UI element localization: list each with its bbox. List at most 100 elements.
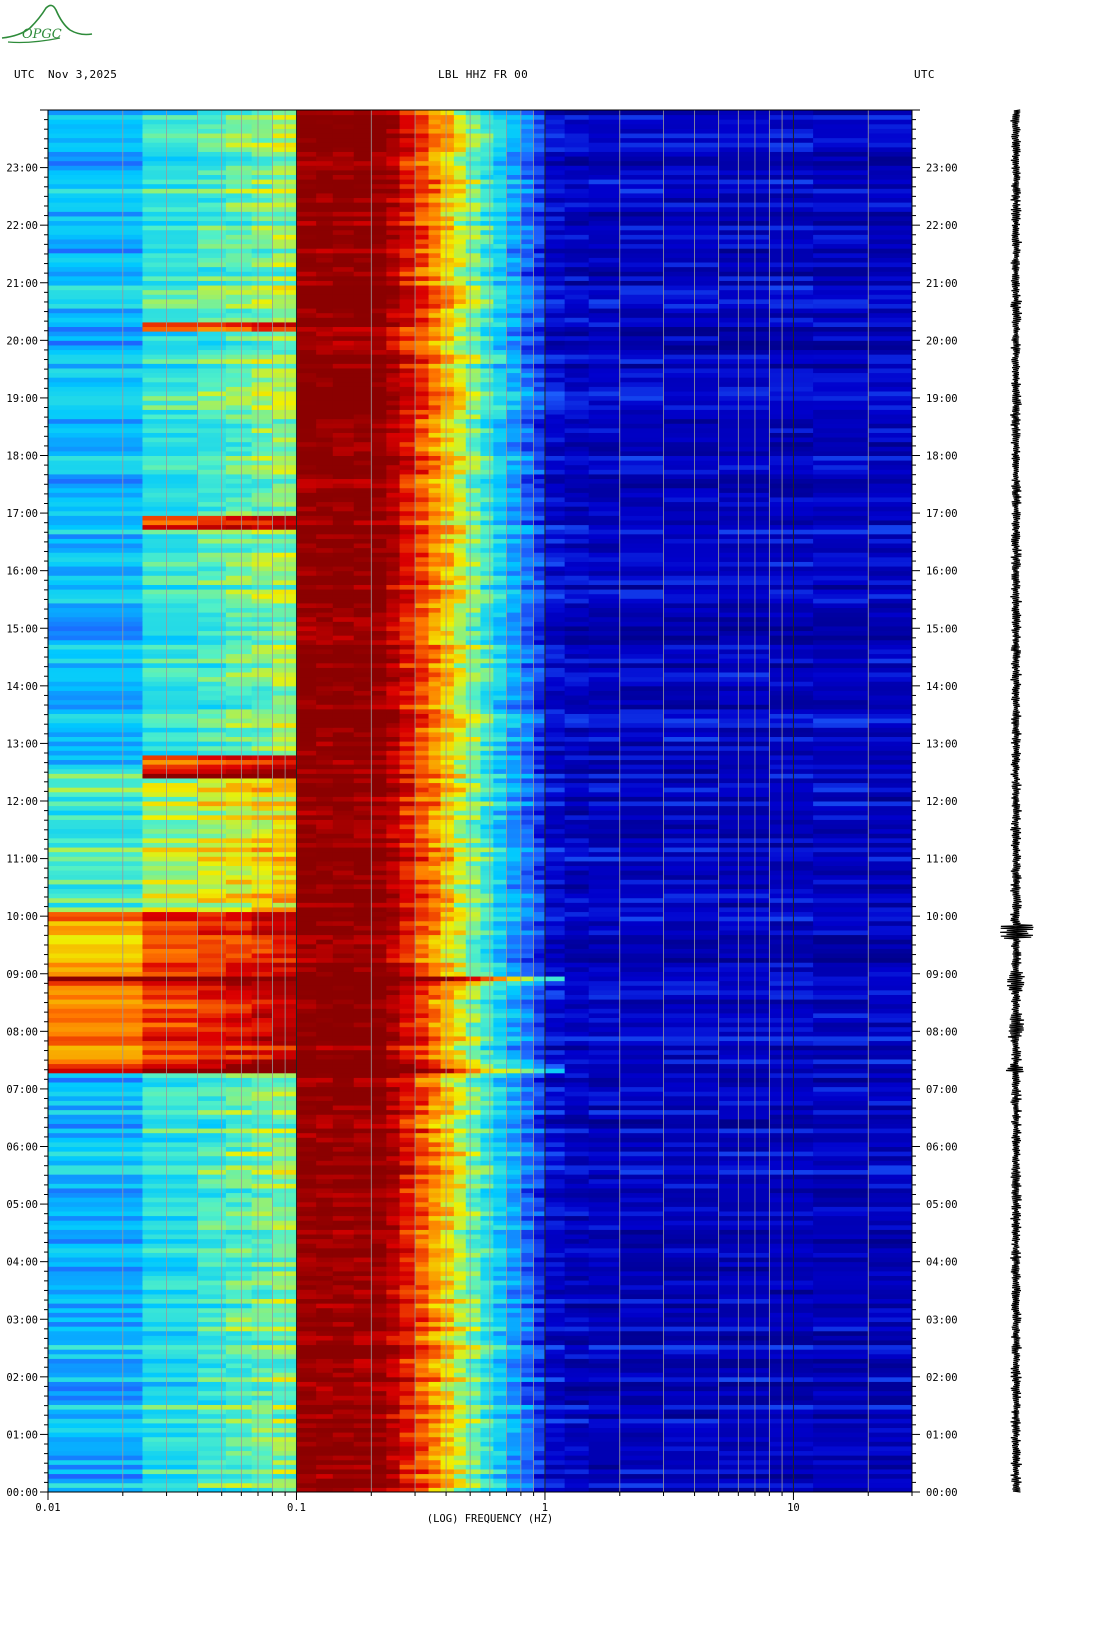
heatmap-cell	[480, 1367, 494, 1373]
heatmap-cell	[316, 934, 334, 940]
heatmap-cell	[663, 971, 720, 977]
heatmap-cell	[296, 1210, 317, 1217]
heatmap-cell	[619, 1206, 665, 1212]
heatmap-cell	[718, 1215, 770, 1221]
heatmap-cell	[480, 1238, 494, 1244]
heatmap-cell	[718, 1445, 770, 1452]
heatmap-cell	[588, 1312, 621, 1318]
heatmap-cell	[663, 1312, 720, 1318]
heatmap-cell	[272, 1335, 297, 1341]
heatmap-cell	[588, 1012, 621, 1019]
heatmap-cell	[544, 1210, 566, 1217]
heatmap-cell	[142, 1372, 199, 1378]
heatmap-cell	[588, 1344, 621, 1350]
heatmap-cell	[564, 994, 590, 1000]
heatmap-cell	[520, 1077, 535, 1083]
heatmap-cell	[564, 976, 590, 982]
heatmap-cell	[493, 1413, 507, 1419]
heatmap-cell	[225, 1478, 253, 1484]
heatmap-cell	[428, 1344, 442, 1350]
heatmap-cell	[272, 870, 297, 876]
heatmap-cell	[272, 1238, 297, 1244]
heatmap-cell	[533, 1436, 546, 1442]
heatmap-cell	[520, 943, 535, 949]
heatmap-cell	[142, 1275, 199, 1281]
heatmap-cell	[718, 962, 770, 968]
heatmap-cell	[718, 971, 770, 977]
heatmap-cell	[813, 856, 869, 862]
heatmap-cell	[197, 782, 227, 788]
heatmap-cell	[506, 1450, 522, 1456]
heatmap-cell	[142, 810, 199, 816]
heatmap-cell	[533, 1169, 546, 1175]
heatmap-cell	[868, 1441, 913, 1447]
heatmap-cell	[440, 1022, 455, 1028]
heatmap-cell	[769, 1022, 814, 1028]
heatmap-cell	[371, 1473, 387, 1479]
heatmap-cell	[506, 1413, 522, 1419]
heatmap-cell	[399, 833, 416, 839]
heatmap-cell	[251, 1077, 273, 1083]
heatmap-cell	[48, 1404, 143, 1410]
heatmap-cell	[564, 856, 590, 862]
heatmap-cell	[588, 1353, 621, 1359]
heatmap-cell	[533, 934, 546, 940]
heatmap-cell	[868, 1118, 913, 1124]
heatmap-cell	[399, 1174, 416, 1180]
heatmap-cell	[663, 1266, 720, 1272]
heatmap-cell	[415, 1155, 430, 1161]
heatmap-cell	[663, 1307, 720, 1313]
heatmap-cell	[332, 773, 355, 779]
heatmap-cell	[251, 1035, 273, 1042]
heatmap-cell	[225, 1289, 253, 1295]
heatmap-cell	[533, 842, 546, 848]
heatmap-cell	[48, 893, 143, 899]
heatmap-cell	[769, 1270, 814, 1276]
heatmap-cell	[564, 1040, 590, 1046]
heatmap-cell	[520, 851, 535, 857]
heatmap-cell	[316, 1146, 334, 1152]
heatmap-cell	[453, 1215, 467, 1221]
heatmap-cell	[868, 791, 913, 797]
heatmap-cell	[480, 1040, 494, 1046]
heatmap-cell	[197, 999, 227, 1005]
heatmap-cell	[353, 1091, 372, 1097]
heatmap-cell	[415, 911, 430, 917]
heatmap-cell	[332, 1155, 355, 1161]
heatmap-cell	[480, 1091, 494, 1097]
heatmap-cell	[272, 1349, 297, 1355]
heatmap-cell	[142, 1482, 199, 1488]
heatmap-cell	[619, 1270, 665, 1276]
heatmap-cell	[399, 1266, 416, 1272]
heatmap-cell	[371, 929, 387, 936]
heatmap-cell	[520, 911, 535, 917]
heatmap-cell	[480, 814, 494, 820]
heatmap-cell	[493, 1091, 507, 1097]
heatmap-cell	[868, 1058, 913, 1065]
heatmap-cell	[386, 870, 401, 876]
heatmap-cell	[399, 870, 416, 876]
heatmap-cell	[142, 1413, 199, 1419]
heatmap-cell	[142, 1238, 199, 1244]
heatmap-cell	[371, 1215, 387, 1221]
heatmap-cell	[564, 1284, 590, 1290]
heatmap-cell	[493, 833, 507, 839]
heatmap-cell	[588, 1082, 621, 1088]
heatmap-cell	[769, 906, 814, 913]
heatmap-cell	[225, 1238, 253, 1244]
heatmap-cell	[465, 1367, 481, 1373]
heatmap-cell	[769, 1123, 814, 1129]
heatmap-cell	[868, 1234, 913, 1240]
heatmap-cell	[353, 1169, 372, 1175]
heatmap-cell	[197, 1178, 227, 1184]
heatmap-cell	[544, 1132, 566, 1138]
heatmap-cell	[197, 883, 227, 890]
heatmap-cell	[506, 1404, 522, 1410]
heatmap-cell	[296, 1427, 317, 1433]
heatmap-cell	[225, 1413, 253, 1419]
heatmap-cell	[332, 906, 355, 913]
heatmap-cell	[588, 1275, 621, 1281]
heatmap-cell	[296, 1238, 317, 1244]
heatmap-cell	[480, 1174, 494, 1180]
heatmap-cell	[544, 1418, 566, 1424]
